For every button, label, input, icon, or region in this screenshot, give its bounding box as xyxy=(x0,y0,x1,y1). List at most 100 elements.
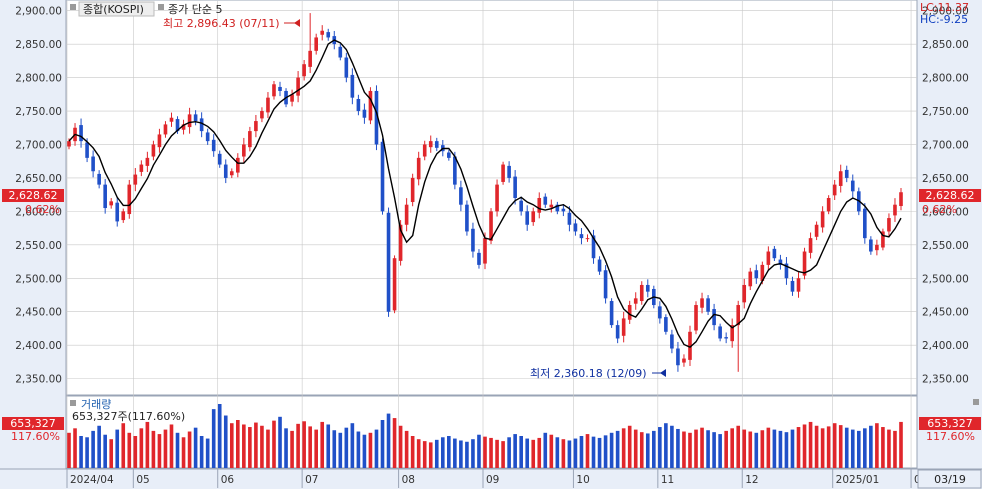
volume-bar xyxy=(645,433,650,468)
candle-body xyxy=(881,231,885,248)
candle-body xyxy=(483,238,487,264)
volume-bar xyxy=(350,423,355,468)
candle-body xyxy=(627,305,632,320)
candle-body xyxy=(700,298,704,308)
candle-body xyxy=(272,84,276,97)
y-tick-right: 2,600.00 xyxy=(922,206,969,218)
y-tick-left: 2,800.00 xyxy=(15,73,62,85)
volume-pct-right: 117.60% xyxy=(926,430,975,443)
candle-body xyxy=(543,196,548,205)
y-tick-left: 2,850.00 xyxy=(15,39,62,51)
volume-bar xyxy=(223,415,228,468)
candle-body xyxy=(79,125,83,142)
y-tick-right: 2,450.00 xyxy=(922,307,969,319)
moving-average-layer xyxy=(68,39,902,349)
candle-body xyxy=(832,184,837,196)
y-tick-left: 2,500.00 xyxy=(15,273,62,285)
candle-body xyxy=(368,90,373,121)
volume-bar xyxy=(248,427,252,468)
candle-body xyxy=(645,284,650,292)
candle-body xyxy=(736,305,741,326)
candle-body xyxy=(248,131,252,148)
candle-body xyxy=(573,223,578,232)
y-tick-left: 2,650.00 xyxy=(15,173,62,185)
candle-body xyxy=(266,97,270,113)
volume-scroll-icon[interactable] xyxy=(973,399,979,405)
candle-body xyxy=(501,164,505,182)
low-annotation: 최저 2,360.18 (12/09) xyxy=(530,367,647,380)
candle-body xyxy=(410,177,415,203)
volume-bar xyxy=(260,425,264,468)
volume-bar xyxy=(712,432,716,468)
volume-bar xyxy=(694,429,698,468)
volume-bar xyxy=(169,424,174,468)
volume-bar xyxy=(772,429,777,468)
volume-bar xyxy=(832,423,837,468)
volume-bar xyxy=(790,429,795,468)
candle-body xyxy=(350,74,355,98)
y-tick-left: 2,550.00 xyxy=(15,240,62,252)
volume-bar xyxy=(881,427,885,468)
candle-body xyxy=(688,331,692,360)
candle-body xyxy=(404,204,409,225)
y-tick-right: 2,800.00 xyxy=(922,73,969,85)
volume-bar xyxy=(73,428,77,468)
candle-body xyxy=(127,184,132,215)
candle-body xyxy=(621,318,626,336)
x-tick-label: 05 xyxy=(136,474,149,486)
volume-bar xyxy=(621,428,626,468)
y-tick-left: 2,750.00 xyxy=(15,106,62,118)
candle-body xyxy=(875,244,879,251)
candle-body xyxy=(145,157,150,166)
volume-pct-left: 117.60% xyxy=(11,430,60,443)
volume-bar xyxy=(302,421,306,468)
volume-bar xyxy=(139,428,144,468)
candle-body xyxy=(603,270,608,299)
volume-bar xyxy=(416,439,421,468)
volume-bar xyxy=(145,421,150,468)
volume-bar xyxy=(748,431,753,468)
volume-bar xyxy=(121,423,126,468)
date-box xyxy=(917,469,982,489)
volume-bar xyxy=(217,404,222,468)
candle-body xyxy=(682,358,686,363)
volume-bar xyxy=(561,439,566,468)
candle-body xyxy=(893,204,897,216)
candle-body xyxy=(428,141,433,148)
y-tick-right: 2,500.00 xyxy=(922,273,969,285)
volume-bar xyxy=(887,429,891,468)
volume-bar xyxy=(899,421,903,468)
volume-bar xyxy=(254,422,258,468)
volume-bar xyxy=(278,416,282,468)
volume-bar xyxy=(591,436,596,468)
candle-body xyxy=(658,306,662,319)
legend-series-box[interactable] xyxy=(78,1,155,17)
candle-body xyxy=(422,144,427,157)
x-tick-label: 10 xyxy=(576,474,589,486)
volume-bar xyxy=(700,427,704,468)
volume-bar xyxy=(193,427,198,468)
candle-body xyxy=(296,77,300,96)
candle-body xyxy=(670,334,674,349)
volume-bar xyxy=(410,436,415,468)
y-tick-left: 2,400.00 xyxy=(15,340,62,352)
volume-bar xyxy=(362,434,367,468)
candle-body xyxy=(591,235,596,259)
candle-body xyxy=(229,171,234,176)
volume-bar xyxy=(808,421,813,468)
volume-bar xyxy=(242,424,246,468)
candle-body xyxy=(555,204,560,212)
candle-body xyxy=(784,263,789,279)
candle-body xyxy=(109,201,114,206)
volume-bar xyxy=(187,431,192,468)
candle-body xyxy=(766,251,771,265)
volume-bar xyxy=(579,436,584,468)
candle-body xyxy=(712,309,716,326)
volume-bar xyxy=(103,434,107,468)
volume-bar xyxy=(290,430,294,468)
volume-bar xyxy=(181,437,186,468)
volume-badge-right xyxy=(919,417,981,430)
volume-bar xyxy=(688,432,692,468)
candle-body xyxy=(278,86,282,91)
